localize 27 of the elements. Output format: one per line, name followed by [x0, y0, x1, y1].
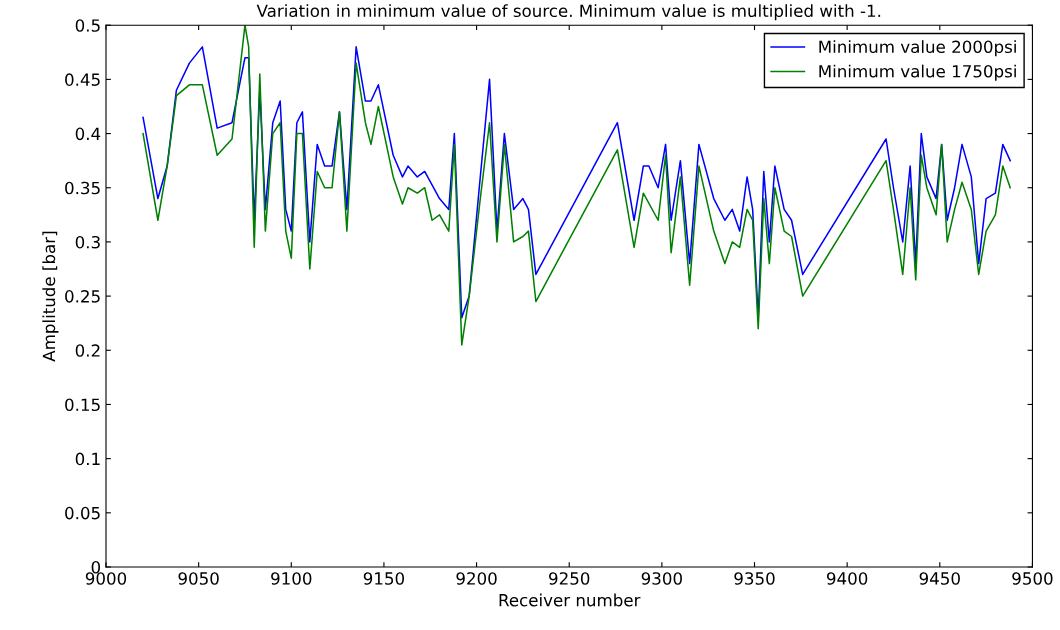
x-tick-label: 9250: [549, 572, 590, 585]
x-tick-label: 9150: [363, 572, 405, 585]
y-tick-label: 0.5: [75, 19, 100, 32]
x-tick-label: 9300: [641, 572, 682, 585]
y-axis-title: Amplitude [bar]: [42, 231, 59, 362]
x-tick-label: 9350: [734, 572, 775, 585]
x-axis-title: Receiver number: [499, 593, 641, 607]
legend-label: Minimum value 2000psi: [819, 40, 1016, 57]
x-tick-label: 9050: [178, 572, 219, 585]
x-tick-label: 9100: [271, 572, 312, 585]
chart-title: Variation in minimum value of source. Minimum value is multiplied with -1.: [256, 4, 881, 21]
y-tick-label: 0.2: [75, 344, 100, 357]
x-tick-label: 9000: [85, 572, 127, 585]
y-tick-label: 0.45: [65, 73, 100, 86]
legend-label: Minimum value 1750psi: [819, 64, 1016, 81]
x-tick-label: 9500: [1012, 572, 1053, 585]
y-tick-label: 0.35: [65, 181, 100, 195]
y-tick-label: 0: [91, 560, 101, 574]
x-tick-label: 9400: [826, 572, 868, 585]
y-tick-label: 0.25: [65, 290, 100, 303]
x-tick-label: 9450: [919, 572, 960, 585]
y-tick-label: 0.1: [75, 452, 100, 466]
y-tick-label: 0.3: [75, 235, 100, 249]
y-tick-label: 0.15: [65, 398, 100, 412]
x-tick-label: 9200: [456, 572, 497, 585]
y-tick-label: 0.4: [75, 127, 101, 141]
y-tick-label: 0.05: [65, 506, 100, 520]
